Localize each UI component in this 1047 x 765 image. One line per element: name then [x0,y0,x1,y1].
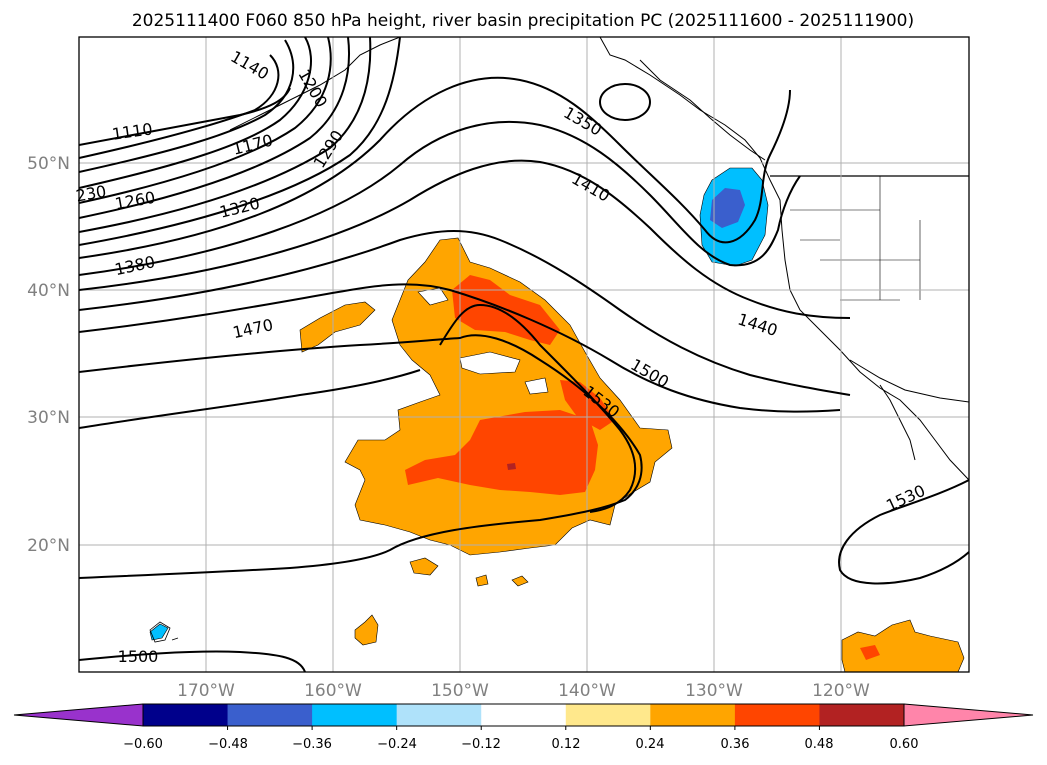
colorbar-segment [481,704,567,726]
colorbar-label: −0.12 [461,737,501,752]
colorbar-frame [142,703,905,727]
contour-line-1500-north [79,334,643,579]
colorbar-labels: −0.60 −0.48 −0.36 −0.24 −0.12 0.12 0.24 … [123,737,918,752]
contour-line-1500-west [79,369,421,429]
colorbar-segment [143,704,229,726]
contour-line-1110 [79,87,291,146]
colorbar-segment [227,704,313,726]
lat-label-50n: 50°N [27,154,70,174]
colorbar-label: 0.60 [890,737,919,752]
contour-line-1290 [79,37,372,233]
colorbar-extend-left [13,703,144,727]
lon-label-160w: 160°W [304,681,362,701]
colorbar-segment [734,704,820,726]
colorbar-label: 0.12 [552,737,581,752]
colorbar-segment [650,704,736,726]
lon-label-170w: 170°W [177,681,235,701]
colorbar-extend-right [903,703,1034,727]
lat-label-30n: 30°N [27,408,70,428]
precip-gap-1 [417,287,449,306]
contour-line-1470 [79,283,841,413]
precip-area-orange-small-4 [475,574,489,587]
contour-label-1500-south: 1500 [118,647,159,666]
coastline-alaska-panhandle [639,59,766,161]
coastline-gulf-of-california [879,384,916,461]
colorbar-segment [396,704,482,726]
lon-label-120w: 120°W [812,681,870,701]
contour-line-1500-south [79,650,306,672]
precip-area-red-small [860,645,880,660]
precip-area-orange-small-1 [409,557,439,576]
precip-area-darkblue [710,188,745,228]
colorbar-label: −0.24 [377,737,417,752]
contour-line-1350-closed [599,83,651,121]
coastline-north-america [599,37,969,481]
map-title: 2025111400 F060 850 hPa height, river ba… [132,11,914,31]
contour-line-1260 [79,37,350,219]
precip-area-darkred-spot [507,463,516,470]
lon-label-150w: 150°W [431,681,489,701]
map-frame [78,36,970,673]
colorbar-label: 0.36 [721,737,750,752]
lon-label-130w: 130°W [685,681,743,701]
colorbar-segment [819,704,905,726]
contour-line-1140 [79,54,280,159]
colorbar-segments [143,704,905,726]
state-borders [790,176,921,301]
contour-line-1440 [79,230,851,396]
contour-line-1200 [79,37,312,189]
precip-area-red-central [405,410,598,495]
lon-label-140w: 140°W [558,681,616,701]
colorbar-label: −0.36 [292,737,332,752]
map-panel: 1110 1140 1170 1200 230 1260 1290 1320 1… [27,36,970,701]
contour-line-1350 [79,76,791,259]
colorbar-label: 0.24 [636,737,665,752]
colorbar-label: −0.60 [123,737,163,752]
contour-line-1320 [79,37,401,246]
precip-area-lightblue-hawaii [149,623,169,641]
contour-line-1410 [79,159,851,319]
lat-label-40n: 40°N [27,281,70,301]
colorbar-label: 0.48 [805,737,834,752]
precip-area-orange-small-3 [511,575,529,587]
height-contours [79,37,969,672]
colorbar-segment [312,704,398,726]
precip-gap-3 [524,377,549,395]
contour-line-1530-southeast [838,479,969,585]
coastline-hawaii [149,621,179,643]
graticule [79,37,969,672]
latitude-labels: 50°N 40°N 30°N 20°N [27,154,70,556]
contour-line-1230 [79,37,332,204]
contour-line-1170 [79,39,295,173]
precip-gap-2 [459,351,521,375]
precip-area-orange-small-2 [354,614,379,646]
border-usa-mexico [849,359,969,403]
colorbar: −0.60 −0.48 −0.36 −0.24 −0.12 0.12 0.24 … [13,703,1034,752]
lat-label-20n: 20°N [27,536,70,556]
colorbar-label: −0.48 [208,737,248,752]
contour-line-1530 [439,303,637,513]
precip-area-orange-southeast [841,619,965,672]
colorbar-ticks [227,726,820,730]
longitude-labels: 170°W 160°W 150°W 140°W 130°W 120°W [177,681,870,701]
contour-line-1380 [79,121,801,276]
colorbar-segment [565,704,651,726]
